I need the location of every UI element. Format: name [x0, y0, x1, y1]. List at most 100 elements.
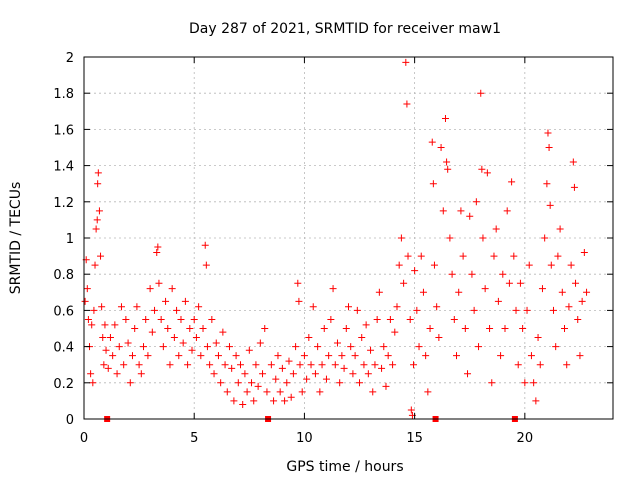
data-point — [199, 325, 207, 332]
data-point — [89, 379, 97, 387]
data-point — [362, 321, 370, 329]
data-point — [274, 352, 282, 360]
data-point — [505, 279, 513, 287]
data-point — [327, 315, 335, 323]
data-point — [470, 306, 478, 314]
data-point — [294, 279, 302, 287]
data-point — [243, 388, 251, 396]
data-point — [190, 315, 198, 323]
data-point — [393, 303, 401, 311]
y-tick-label: 1.8 — [53, 87, 74, 102]
data-point — [104, 364, 112, 372]
data-point — [367, 346, 375, 354]
data-point — [120, 361, 128, 369]
data-point — [486, 325, 494, 332]
data-point — [283, 379, 291, 387]
data-point — [210, 370, 218, 378]
y-tick-label: 0 — [66, 413, 74, 428]
data-point — [212, 339, 220, 347]
data-point — [281, 397, 289, 405]
data-points — [81, 58, 591, 419]
data-point — [479, 234, 487, 242]
data-point — [403, 100, 411, 108]
data-point — [468, 270, 476, 278]
data-point — [516, 279, 524, 287]
data-point — [457, 207, 465, 215]
data-point — [250, 397, 258, 405]
data-point — [490, 252, 498, 260]
data-point — [88, 321, 96, 329]
data-point — [546, 201, 554, 209]
data-point — [407, 406, 415, 414]
data-point — [230, 397, 238, 405]
data-point — [389, 361, 397, 369]
y-tick-label: 1.6 — [53, 123, 74, 138]
data-point — [488, 379, 496, 387]
data-point — [153, 248, 161, 256]
data-point — [521, 379, 529, 387]
data-point — [124, 339, 132, 347]
data-point — [296, 361, 304, 369]
data-point — [314, 343, 322, 351]
data-point — [84, 315, 92, 323]
data-point — [261, 325, 269, 332]
data-point — [391, 328, 399, 336]
data-point — [364, 370, 372, 378]
data-point — [140, 343, 148, 351]
data-point — [510, 252, 518, 260]
data-point — [417, 252, 425, 260]
data-point — [439, 207, 447, 215]
data-point — [523, 306, 531, 314]
data-point — [267, 361, 275, 369]
data-point — [203, 343, 211, 351]
data-point — [342, 325, 350, 332]
data-point — [241, 370, 249, 378]
data-point — [519, 325, 527, 332]
data-point — [91, 261, 99, 269]
data-point — [92, 225, 100, 233]
data-point — [406, 315, 414, 323]
data-point — [530, 379, 538, 387]
data-point — [358, 334, 366, 342]
data-point — [146, 285, 154, 293]
data-point — [475, 343, 483, 351]
data-point — [300, 352, 308, 360]
data-point — [285, 357, 293, 365]
data-point — [397, 234, 405, 242]
data-point — [232, 352, 240, 360]
data-point — [94, 180, 102, 188]
data-point — [538, 285, 546, 293]
data-point — [320, 325, 328, 332]
data-point — [87, 370, 95, 378]
data-point — [351, 352, 359, 360]
x-tick-label: 10 — [296, 431, 313, 446]
data-point — [380, 343, 388, 351]
data-point — [443, 158, 451, 166]
data-point — [307, 361, 315, 369]
data-point — [155, 279, 163, 287]
data-point — [497, 352, 505, 360]
data-point — [580, 248, 588, 256]
data-point — [325, 352, 333, 360]
y-tick-label: 1.4 — [53, 160, 74, 175]
data-point — [221, 361, 229, 369]
data-point — [413, 306, 421, 314]
data-point — [95, 207, 103, 215]
data-point — [525, 261, 533, 269]
data-point — [303, 375, 311, 383]
data-point — [98, 303, 106, 311]
data-point — [441, 115, 449, 123]
data-point — [464, 370, 472, 378]
data-point — [305, 334, 313, 342]
data-point — [369, 388, 377, 396]
data-point — [122, 315, 130, 323]
data-point — [419, 288, 427, 296]
data-point — [336, 379, 344, 387]
data-point — [263, 388, 271, 396]
data-point — [166, 361, 174, 369]
data-point — [558, 288, 566, 296]
data-point — [270, 397, 278, 405]
data-point — [109, 352, 117, 360]
data-point — [514, 361, 522, 369]
data-point — [565, 303, 573, 311]
